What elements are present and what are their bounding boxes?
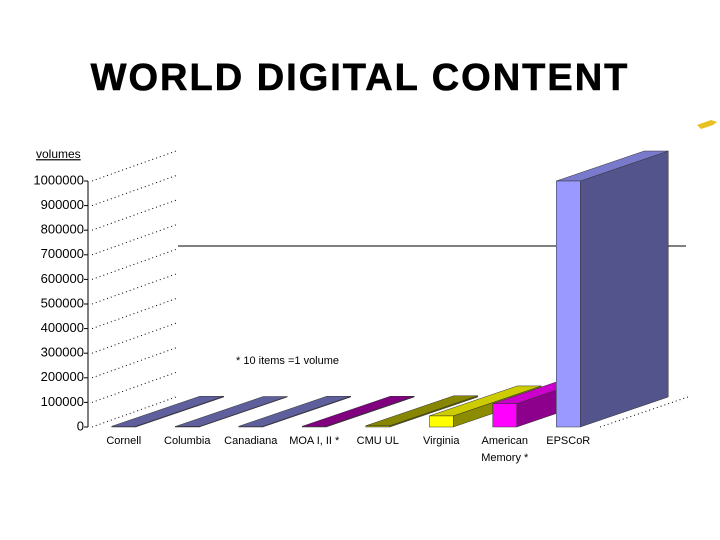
bar — [302, 426, 327, 428]
y-tick-label: 500000 — [41, 295, 84, 310]
y-tick-label: 100000 — [41, 394, 84, 409]
annotation: * 10 items =1 volume — [236, 355, 339, 367]
grid-line — [91, 396, 177, 428]
grid-line — [91, 347, 177, 379]
y-axis-label: volumes — [36, 147, 81, 161]
bar — [492, 403, 517, 428]
x-tick-label: Cornell — [106, 435, 142, 447]
y-tick-label: 1000000 — [33, 172, 84, 187]
bar — [238, 426, 263, 428]
grid-line — [91, 371, 177, 403]
grid-line — [91, 150, 177, 182]
bar — [556, 180, 581, 428]
x-tick-label: American Memory * — [481, 435, 529, 464]
y-tick-label: 600000 — [41, 271, 84, 286]
bar-side — [580, 150, 669, 428]
y-tick-label: 300000 — [41, 345, 84, 360]
chart-title: WORLD DIGITAL CONTENT — [91, 57, 630, 99]
y-tick-label: 200000 — [41, 369, 84, 384]
grid-line — [91, 322, 177, 354]
y-tick-label: 0 — [77, 418, 84, 433]
grid-line — [91, 224, 177, 256]
grid-line — [91, 175, 177, 207]
x-tick-label: Columbia — [164, 435, 211, 447]
y-tick-label: 400000 — [41, 320, 84, 335]
pointer-icon — [697, 120, 717, 129]
y-tick-label: 900000 — [41, 197, 84, 212]
y-tick-label: 800000 — [41, 222, 84, 237]
x-tick-label: CMU UL — [356, 435, 399, 447]
bar — [429, 415, 454, 428]
grid-line — [91, 199, 177, 231]
x-tick-label: EPSCoR — [546, 435, 591, 447]
bar — [365, 425, 390, 428]
x-tick-label: Canadiana — [224, 435, 278, 447]
bar — [111, 426, 136, 428]
y-tick-label: 700000 — [41, 246, 84, 261]
grid-line — [91, 273, 177, 305]
x-tick-label: MOA I, II * — [289, 435, 340, 447]
grid-line — [91, 248, 177, 280]
grid-line — [91, 298, 177, 330]
x-tick-label: Virginia — [423, 435, 460, 447]
